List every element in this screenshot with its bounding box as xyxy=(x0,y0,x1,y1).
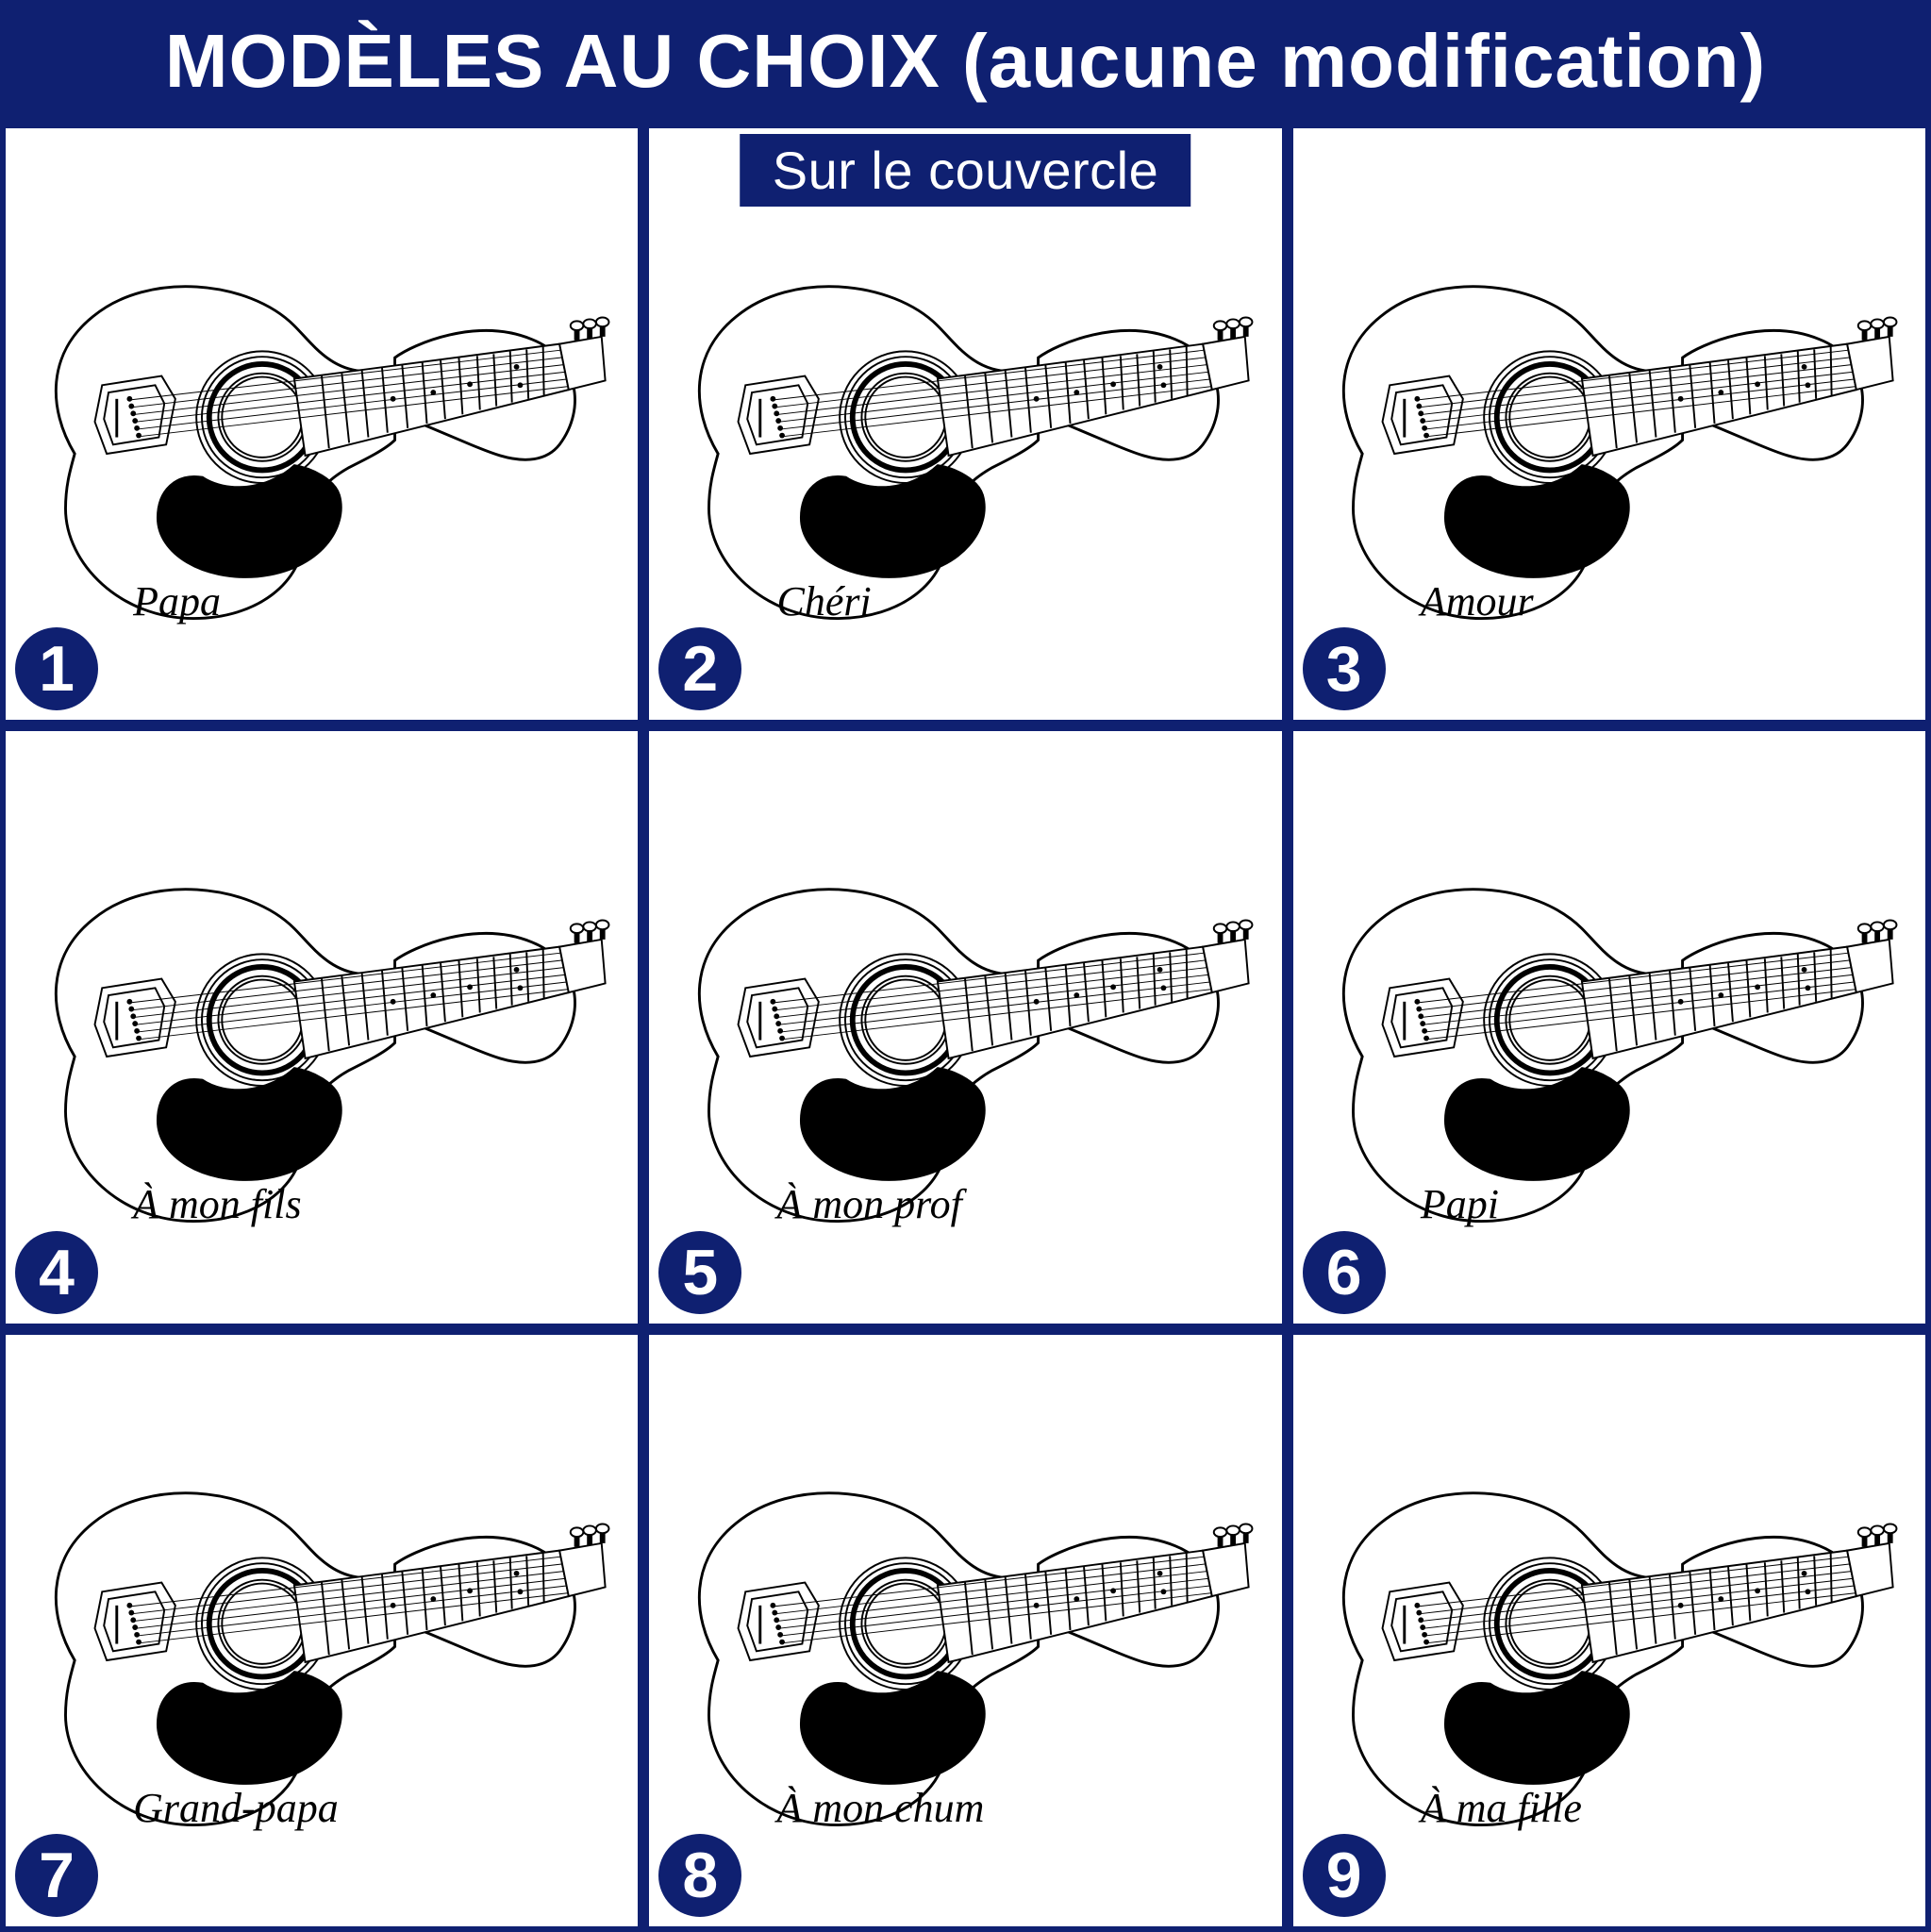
model-caption: Chéri xyxy=(776,577,871,625)
model-number-badge: 4 xyxy=(15,1231,98,1314)
model-caption: Grand-papa xyxy=(133,1784,339,1832)
model-caption: Papi xyxy=(1421,1180,1499,1228)
header-bar: MODÈLES AU CHOIX (aucune modification) xyxy=(0,0,1931,123)
model-cell-8: À mon chum 8 xyxy=(643,1329,1287,1932)
guitar-icon: À mon chum xyxy=(663,1453,1267,1868)
guitar-icon: Papi xyxy=(1307,849,1911,1264)
guitar-icon: Chéri xyxy=(663,246,1267,661)
guitar-icon: Papa xyxy=(20,246,624,661)
model-number-badge: 1 xyxy=(15,627,98,710)
model-number-badge: 8 xyxy=(658,1834,741,1917)
model-caption: Papa xyxy=(133,577,221,625)
model-cell-9: À ma fille 9 xyxy=(1288,1329,1931,1932)
model-cell-3: Amour 3 xyxy=(1288,123,1931,725)
model-cell-5: À mon prof 5 xyxy=(643,725,1287,1328)
model-cell-4: À mon fils 4 xyxy=(0,725,643,1328)
model-caption: À mon chum xyxy=(776,1784,984,1832)
model-number-badge: 2 xyxy=(658,627,741,710)
page: MODÈLES AU CHOIX (aucune modification) P… xyxy=(0,0,1931,1932)
model-cell-2: Sur le couvercle Chéri 2 xyxy=(643,123,1287,725)
model-number-badge: 7 xyxy=(15,1834,98,1917)
model-number-badge: 3 xyxy=(1303,627,1386,710)
model-caption: À ma fille xyxy=(1421,1784,1582,1832)
model-cell-1: Papa 1 xyxy=(0,123,643,725)
model-caption: Amour xyxy=(1421,577,1534,625)
model-cell-6: Papi 6 xyxy=(1288,725,1931,1328)
guitar-icon: À mon prof xyxy=(663,849,1267,1264)
model-number-badge: 6 xyxy=(1303,1231,1386,1314)
model-caption: À mon fils xyxy=(133,1180,301,1228)
guitar-icon: Grand-papa xyxy=(20,1453,624,1868)
guitar-icon: À ma fille xyxy=(1307,1453,1911,1868)
model-cell-7: Grand-papa 7 xyxy=(0,1329,643,1932)
model-grid: Papa 1 Sur le couvercle Chéri 2 Amour 3 À mon f… xyxy=(0,123,1931,1932)
guitar-icon: Amour xyxy=(1307,246,1911,661)
header-title: MODÈLES AU CHOIX (aucune modification) xyxy=(165,18,1766,105)
model-number-badge: 5 xyxy=(658,1231,741,1314)
model-caption: À mon prof xyxy=(776,1180,961,1228)
cell-tag: Sur le couvercle xyxy=(741,134,1191,207)
guitar-icon: À mon fils xyxy=(20,849,624,1264)
model-number-badge: 9 xyxy=(1303,1834,1386,1917)
